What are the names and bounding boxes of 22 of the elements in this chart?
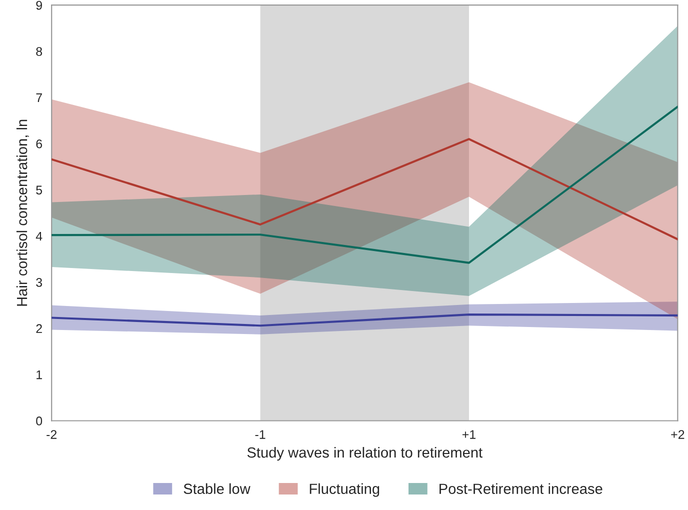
x-tick-label: -1: [255, 430, 266, 439]
line-series: [52, 313, 678, 327]
y-axis-title: Hair cortisol concentration, ln: [16, 120, 29, 306]
legend-label: Stable low: [184, 483, 250, 494]
x-tick-label: +2: [671, 430, 684, 439]
y-tick-label: 1: [36, 370, 42, 380]
line-series: [52, 138, 678, 240]
legend-label: Post-Retirement increase: [440, 483, 602, 494]
line-series: [52, 106, 678, 264]
y-tick-label: 2: [36, 324, 42, 333]
y-tick-label: 8: [36, 47, 42, 56]
legend-label: Fluctuating: [310, 483, 380, 497]
y-tick-label: 5: [36, 186, 42, 194]
x-tick-label: +1: [462, 430, 476, 439]
y-tick-label: 7: [36, 93, 42, 102]
y-tick-label: 3: [36, 278, 42, 287]
x-tick-label: -2: [46, 430, 57, 439]
y-tick-label: 9: [36, 0, 42, 10]
y-tick-label: 6: [36, 139, 42, 148]
y-tick-label: 0: [36, 416, 42, 426]
x-axis-title: Study waves in relation to retirement: [247, 446, 482, 461]
y-tick-label: 4: [36, 232, 42, 241]
